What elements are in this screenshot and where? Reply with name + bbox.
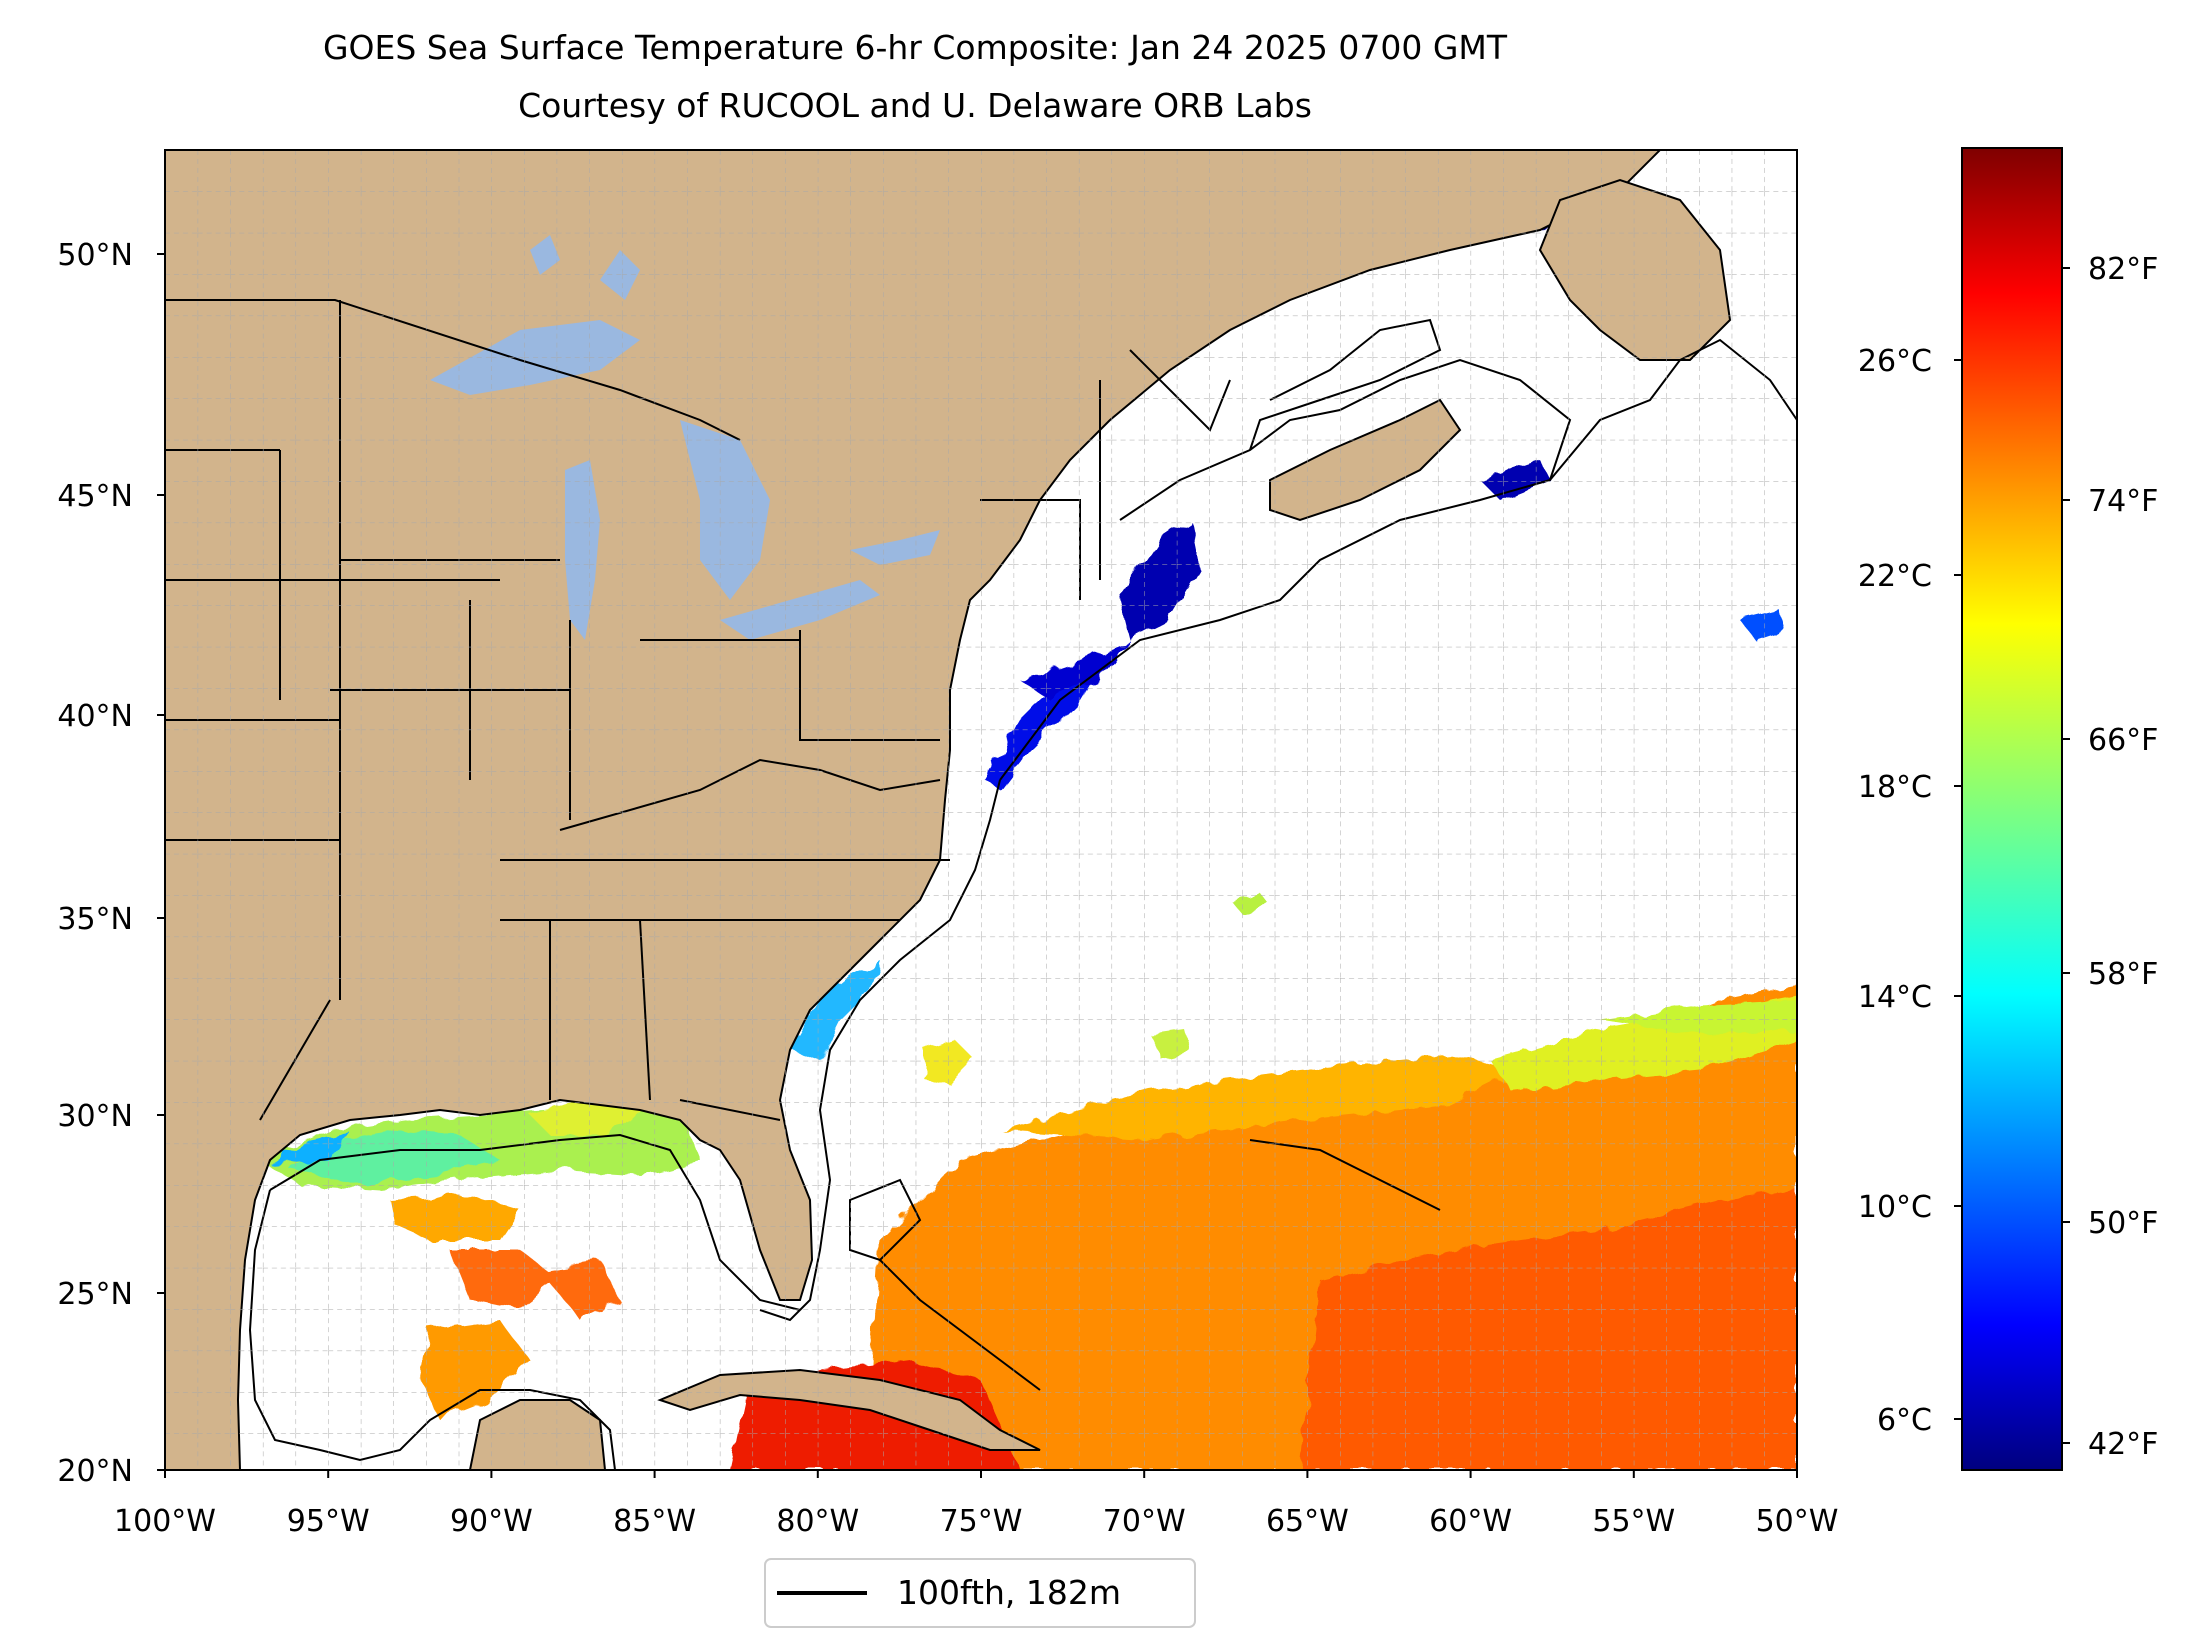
- colorbar-c-tick: 18°C: [1858, 770, 1932, 805]
- lon-tick-label: 50°W: [1756, 1504, 1839, 1539]
- lat-tick-label: 40°N: [57, 699, 133, 734]
- colorbar-f-tick: 50°F: [2088, 1206, 2158, 1241]
- colorbar-c-tick: 22°C: [1858, 559, 1932, 594]
- lat-tick-label: 20°N: [57, 1454, 133, 1489]
- lon-tick-label: 95°W: [287, 1504, 370, 1539]
- map-area: [165, 150, 1797, 1470]
- legend-label: 100fth, 182m: [897, 1573, 1121, 1612]
- colorbar: 42°F 50°F 58°F 66°F 74°F 82°F 6°C 10°C 1…: [1858, 147, 2158, 1471]
- colorbar-f-tick: 66°F: [2088, 723, 2158, 758]
- lon-tick-label: 80°W: [776, 1504, 859, 1539]
- colorbar-f-tick: 58°F: [2088, 957, 2158, 992]
- colorbar-c-tick: 6°C: [1877, 1403, 1932, 1438]
- lon-tick-label: 55°W: [1592, 1504, 1675, 1539]
- colorbar-c-tick: 10°C: [1858, 1190, 1932, 1225]
- colorbar-f-tick: 42°F: [2088, 1427, 2158, 1462]
- colorbar-f-tick: 74°F: [2088, 484, 2158, 519]
- lon-tick-label: 75°W: [940, 1504, 1023, 1539]
- map-title: GOES Sea Surface Temperature 6-hr Compos…: [322, 28, 1508, 67]
- lon-tick-label: 70°W: [1103, 1504, 1186, 1539]
- lat-axis: 20°N 25°N 30°N 35°N 40°N 45°N 50°N: [57, 238, 165, 1489]
- lon-tick-label: 60°W: [1429, 1504, 1512, 1539]
- colorbar-c-tick: 14°C: [1858, 980, 1932, 1015]
- lat-tick-label: 45°N: [57, 479, 133, 514]
- lon-tick-label: 90°W: [450, 1504, 533, 1539]
- legend: 100fth, 182m: [764, 1558, 1196, 1628]
- colorbar-f-tick: 82°F: [2088, 252, 2158, 287]
- colorbar-c-tick: 26°C: [1858, 344, 1932, 379]
- lat-tick-label: 35°N: [57, 902, 133, 937]
- lat-tick-label: 30°N: [57, 1099, 133, 1134]
- lat-tick-label: 25°N: [57, 1277, 133, 1312]
- map-subtitle: Courtesy of RUCOOL and U. Delaware ORB L…: [518, 86, 1312, 125]
- lon-tick-label: 100°W: [114, 1504, 216, 1539]
- lat-tick-label: 50°N: [57, 238, 133, 273]
- lon-axis: 100°W 95°W 90°W 85°W 80°W 75°W 70°W 65°W…: [114, 1470, 1838, 1539]
- lon-tick-label: 65°W: [1266, 1504, 1349, 1539]
- lon-tick-label: 85°W: [613, 1504, 696, 1539]
- colorbar-gradient: [1961, 147, 2063, 1471]
